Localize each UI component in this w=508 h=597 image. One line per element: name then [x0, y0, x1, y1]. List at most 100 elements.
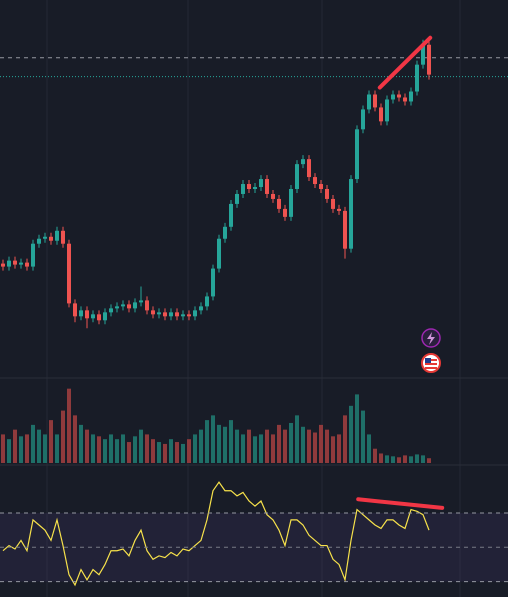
- candle-body: [337, 208, 341, 211]
- volume-bar: [181, 443, 185, 463]
- candle-body: [349, 179, 353, 249]
- volume-bar: [349, 405, 353, 463]
- volume-bar: [409, 456, 413, 463]
- volume-bar: [115, 439, 119, 463]
- candle-body: [85, 310, 89, 319]
- volume-bar: [313, 432, 317, 463]
- candle-body: [217, 238, 221, 269]
- candle-body: [133, 302, 137, 309]
- volume-bar: [157, 442, 161, 463]
- volume-bar: [271, 434, 275, 463]
- candle-body: [235, 193, 239, 204]
- candle-body: [97, 314, 101, 321]
- volume-bar: [265, 429, 269, 463]
- candle-body: [121, 304, 125, 307]
- rsi-line: [2, 481, 430, 587]
- volume-bar: [277, 424, 281, 463]
- volume-bar: [283, 429, 287, 463]
- candle-body: [157, 312, 161, 315]
- volume-bar: [31, 424, 35, 463]
- volume-bar: [259, 434, 263, 463]
- volume-bar: [121, 434, 125, 463]
- candle-body: [343, 210, 347, 249]
- candle-body: [13, 260, 17, 265]
- flag-canton: [425, 358, 431, 363]
- volume-bar: [91, 434, 95, 463]
- flag-stripe: [425, 367, 437, 369]
- volume-bar: [151, 439, 155, 463]
- volume-bar: [139, 429, 143, 463]
- candle-body: [325, 189, 329, 199]
- volume-bar: [373, 448, 377, 463]
- volume-bar: [319, 424, 323, 463]
- volume-bar: [427, 458, 431, 463]
- candle-body: [127, 304, 131, 309]
- candle-body: [199, 306, 203, 311]
- candle-body: [103, 312, 107, 321]
- volume-bar: [253, 436, 257, 463]
- candle-body: [163, 312, 167, 317]
- candle-body: [313, 177, 317, 185]
- volume-bar: [247, 429, 251, 463]
- volume-bar: [355, 394, 359, 463]
- volume-bar: [241, 434, 245, 463]
- candle-body: [361, 109, 365, 130]
- volume-bar: [397, 457, 401, 463]
- volume-bar: [361, 410, 365, 463]
- candle-body: [49, 236, 53, 241]
- volume-bar: [169, 439, 173, 463]
- volume-bar: [337, 434, 341, 463]
- volume-bar: [193, 434, 197, 463]
- candle-body: [223, 226, 227, 239]
- volume-bar: [49, 420, 53, 463]
- volume-bar: [367, 434, 371, 463]
- candle-body: [241, 184, 245, 194]
- volume-bar: [223, 426, 227, 463]
- candle-body: [43, 236, 47, 239]
- candle-body: [91, 314, 95, 319]
- candle-body: [37, 238, 41, 244]
- candle-body: [187, 314, 191, 317]
- volume-bar: [415, 454, 419, 463]
- candle-body: [385, 99, 389, 122]
- candle-body: [253, 187, 257, 189]
- volume-bar: [289, 422, 293, 463]
- candle-body: [211, 268, 215, 297]
- candle-body: [289, 189, 293, 217]
- volume-bar: [85, 429, 89, 463]
- candle-body: [73, 303, 77, 317]
- candle-body: [115, 306, 119, 309]
- candle-body: [295, 164, 299, 189]
- volume-bar: [211, 415, 215, 463]
- volume-bar: [19, 436, 23, 463]
- candle-body: [367, 94, 371, 110]
- volume-bar: [61, 410, 65, 463]
- candle-body: [319, 184, 323, 189]
- candle-body: [109, 308, 113, 313]
- candle-body: [283, 208, 287, 217]
- candle-body: [181, 314, 185, 317]
- volume-bar: [307, 429, 311, 463]
- volume-bar: [331, 436, 335, 463]
- volume-bar: [133, 436, 137, 463]
- candle-body: [79, 310, 83, 317]
- candle-body: [427, 44, 431, 75]
- volume-bar: [199, 429, 203, 463]
- candle-body: [1, 263, 5, 267]
- volume-bar: [25, 434, 29, 463]
- candle-body: [25, 262, 29, 267]
- volume-bar: [73, 415, 77, 463]
- candle-body: [259, 179, 263, 188]
- candle-body: [31, 243, 35, 267]
- candle-body: [55, 230, 59, 241]
- candle-body: [379, 107, 383, 122]
- plot-area: [0, 35, 508, 587]
- volume-bar: [175, 442, 179, 463]
- candle-body: [355, 129, 359, 180]
- candle-body: [277, 198, 281, 209]
- candle-body: [7, 260, 11, 267]
- volume-bar: [43, 434, 47, 463]
- event-icons: [421, 328, 441, 373]
- volume-bar: [67, 388, 71, 463]
